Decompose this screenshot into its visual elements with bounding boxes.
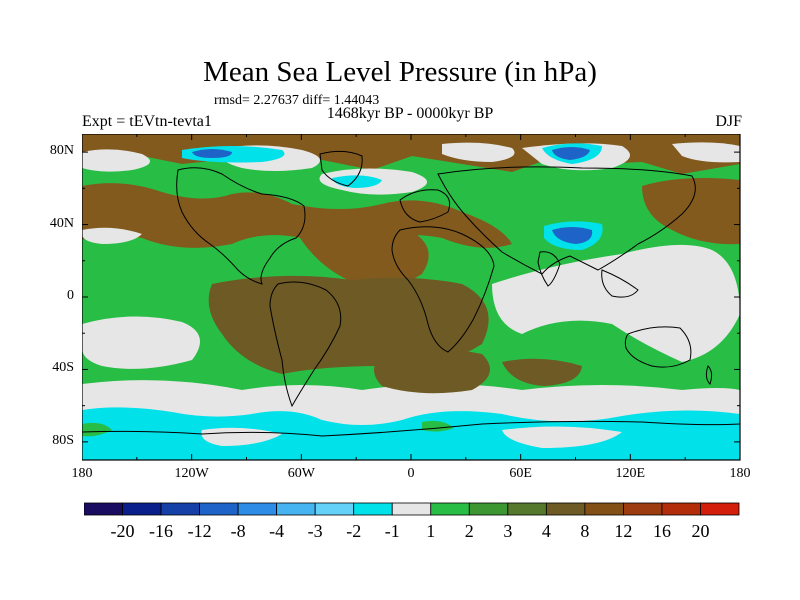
colorbar-swatch	[700, 502, 740, 516]
lat-label: 80S	[52, 432, 74, 448]
colorbar-swatch	[391, 502, 432, 516]
field-antarctic-white-2	[502, 426, 622, 448]
coast-north-america	[176, 167, 306, 285]
coast-southeast-asia	[601, 269, 639, 298]
colorbar-label: -2	[346, 521, 361, 541]
colorbar-label: -20	[111, 521, 135, 541]
colorbar-swatch	[276, 502, 316, 516]
field-tibet-blue	[552, 227, 593, 244]
lon-label: 120E	[615, 466, 646, 481]
field-arctic-blue	[192, 149, 232, 158]
coast-australia	[624, 326, 692, 368]
lon-label: 60W	[287, 466, 315, 481]
colorbar-swatch	[84, 502, 123, 516]
coast-new-zealand	[705, 365, 713, 385]
lat-label: 80N	[49, 143, 74, 159]
field-sh-olive-2	[502, 358, 582, 386]
field-arctic-white-4	[442, 142, 515, 162]
lon-label: 180	[729, 466, 751, 481]
lat-label: 0	[67, 288, 74, 303]
coast-asia	[437, 166, 696, 275]
colorbar-label: 1	[426, 521, 435, 541]
pressure-map	[82, 134, 741, 461]
colorbar-swatch	[353, 502, 393, 516]
colorbar-swatch	[661, 502, 701, 516]
field-pacific-brown	[642, 178, 740, 245]
coast-europe	[399, 189, 451, 223]
colorbar-label: -16	[149, 521, 173, 541]
colorbar-swatch	[430, 502, 470, 516]
colorbar-label: 12	[614, 521, 632, 541]
field-arctic-white	[82, 149, 150, 172]
colorbar-label: 8	[580, 521, 589, 541]
field-sh-white	[82, 316, 200, 369]
period-label: 1468kyr BP - 0000kyr BP	[326, 105, 494, 122]
field-sh-white-3	[82, 227, 142, 244]
colorbar-swatch	[314, 502, 355, 516]
colorbar-swatch	[623, 502, 663, 516]
season-label: DJF	[715, 113, 742, 130]
lat-label: 40N	[49, 215, 74, 231]
lon-label: 180	[71, 466, 93, 481]
colorbar-label: 2	[465, 521, 474, 541]
colorbar-swatch	[160, 502, 200, 516]
field-arctic-blue-2	[552, 147, 590, 160]
coast-antarctica	[82, 420, 740, 437]
field-sh-olive	[374, 349, 490, 394]
coast-africa	[391, 226, 495, 353]
colorbar-swatch	[507, 502, 547, 516]
colorbar-swatch	[122, 502, 162, 516]
field-indian-white	[492, 244, 740, 362]
field-atlantic-brown	[292, 219, 429, 287]
colorbar-label: 3	[503, 521, 512, 541]
colorbar-label: -12	[188, 521, 212, 541]
coast-south-america	[269, 281, 342, 408]
colorbar-label: -1	[385, 521, 400, 541]
colorbar-label: 20	[691, 521, 709, 541]
coast-greenland	[319, 150, 363, 187]
map-title: Mean Sea Level Pressure (in hPa)	[203, 56, 597, 88]
experiment-label: Expt = tEVtn-tevta1	[82, 113, 212, 130]
lat-label: 40S	[52, 360, 74, 376]
lon-label: 60E	[509, 466, 532, 481]
lon-label: 0	[407, 466, 415, 481]
field-antarctic-cyan	[82, 407, 740, 460]
coast-india	[537, 251, 561, 287]
colorbar-swatch	[545, 502, 586, 516]
colorbar-swatch	[584, 502, 624, 516]
colorbar-swatch	[199, 502, 239, 516]
colorbar-swatch	[237, 502, 278, 516]
colorbar-label: -8	[231, 521, 246, 541]
field-antarctic-green	[82, 422, 112, 437]
colorbar-label: -3	[308, 521, 323, 541]
colorbar: -20 -16 -12 -8 -4 -3 -2 -1 1 2 3 4 8 12 16 20	[84, 502, 740, 541]
stats-text: rmsd= 2.27637 diff= 1.44043	[214, 93, 380, 108]
colorbar-label: 4	[542, 521, 551, 541]
colorbar-label: -4	[269, 521, 284, 541]
lon-label: 120W	[174, 466, 209, 481]
colorbar-swatch	[468, 502, 509, 516]
field-arctic-white-6	[672, 142, 740, 163]
colorbar-label: 16	[653, 521, 671, 541]
